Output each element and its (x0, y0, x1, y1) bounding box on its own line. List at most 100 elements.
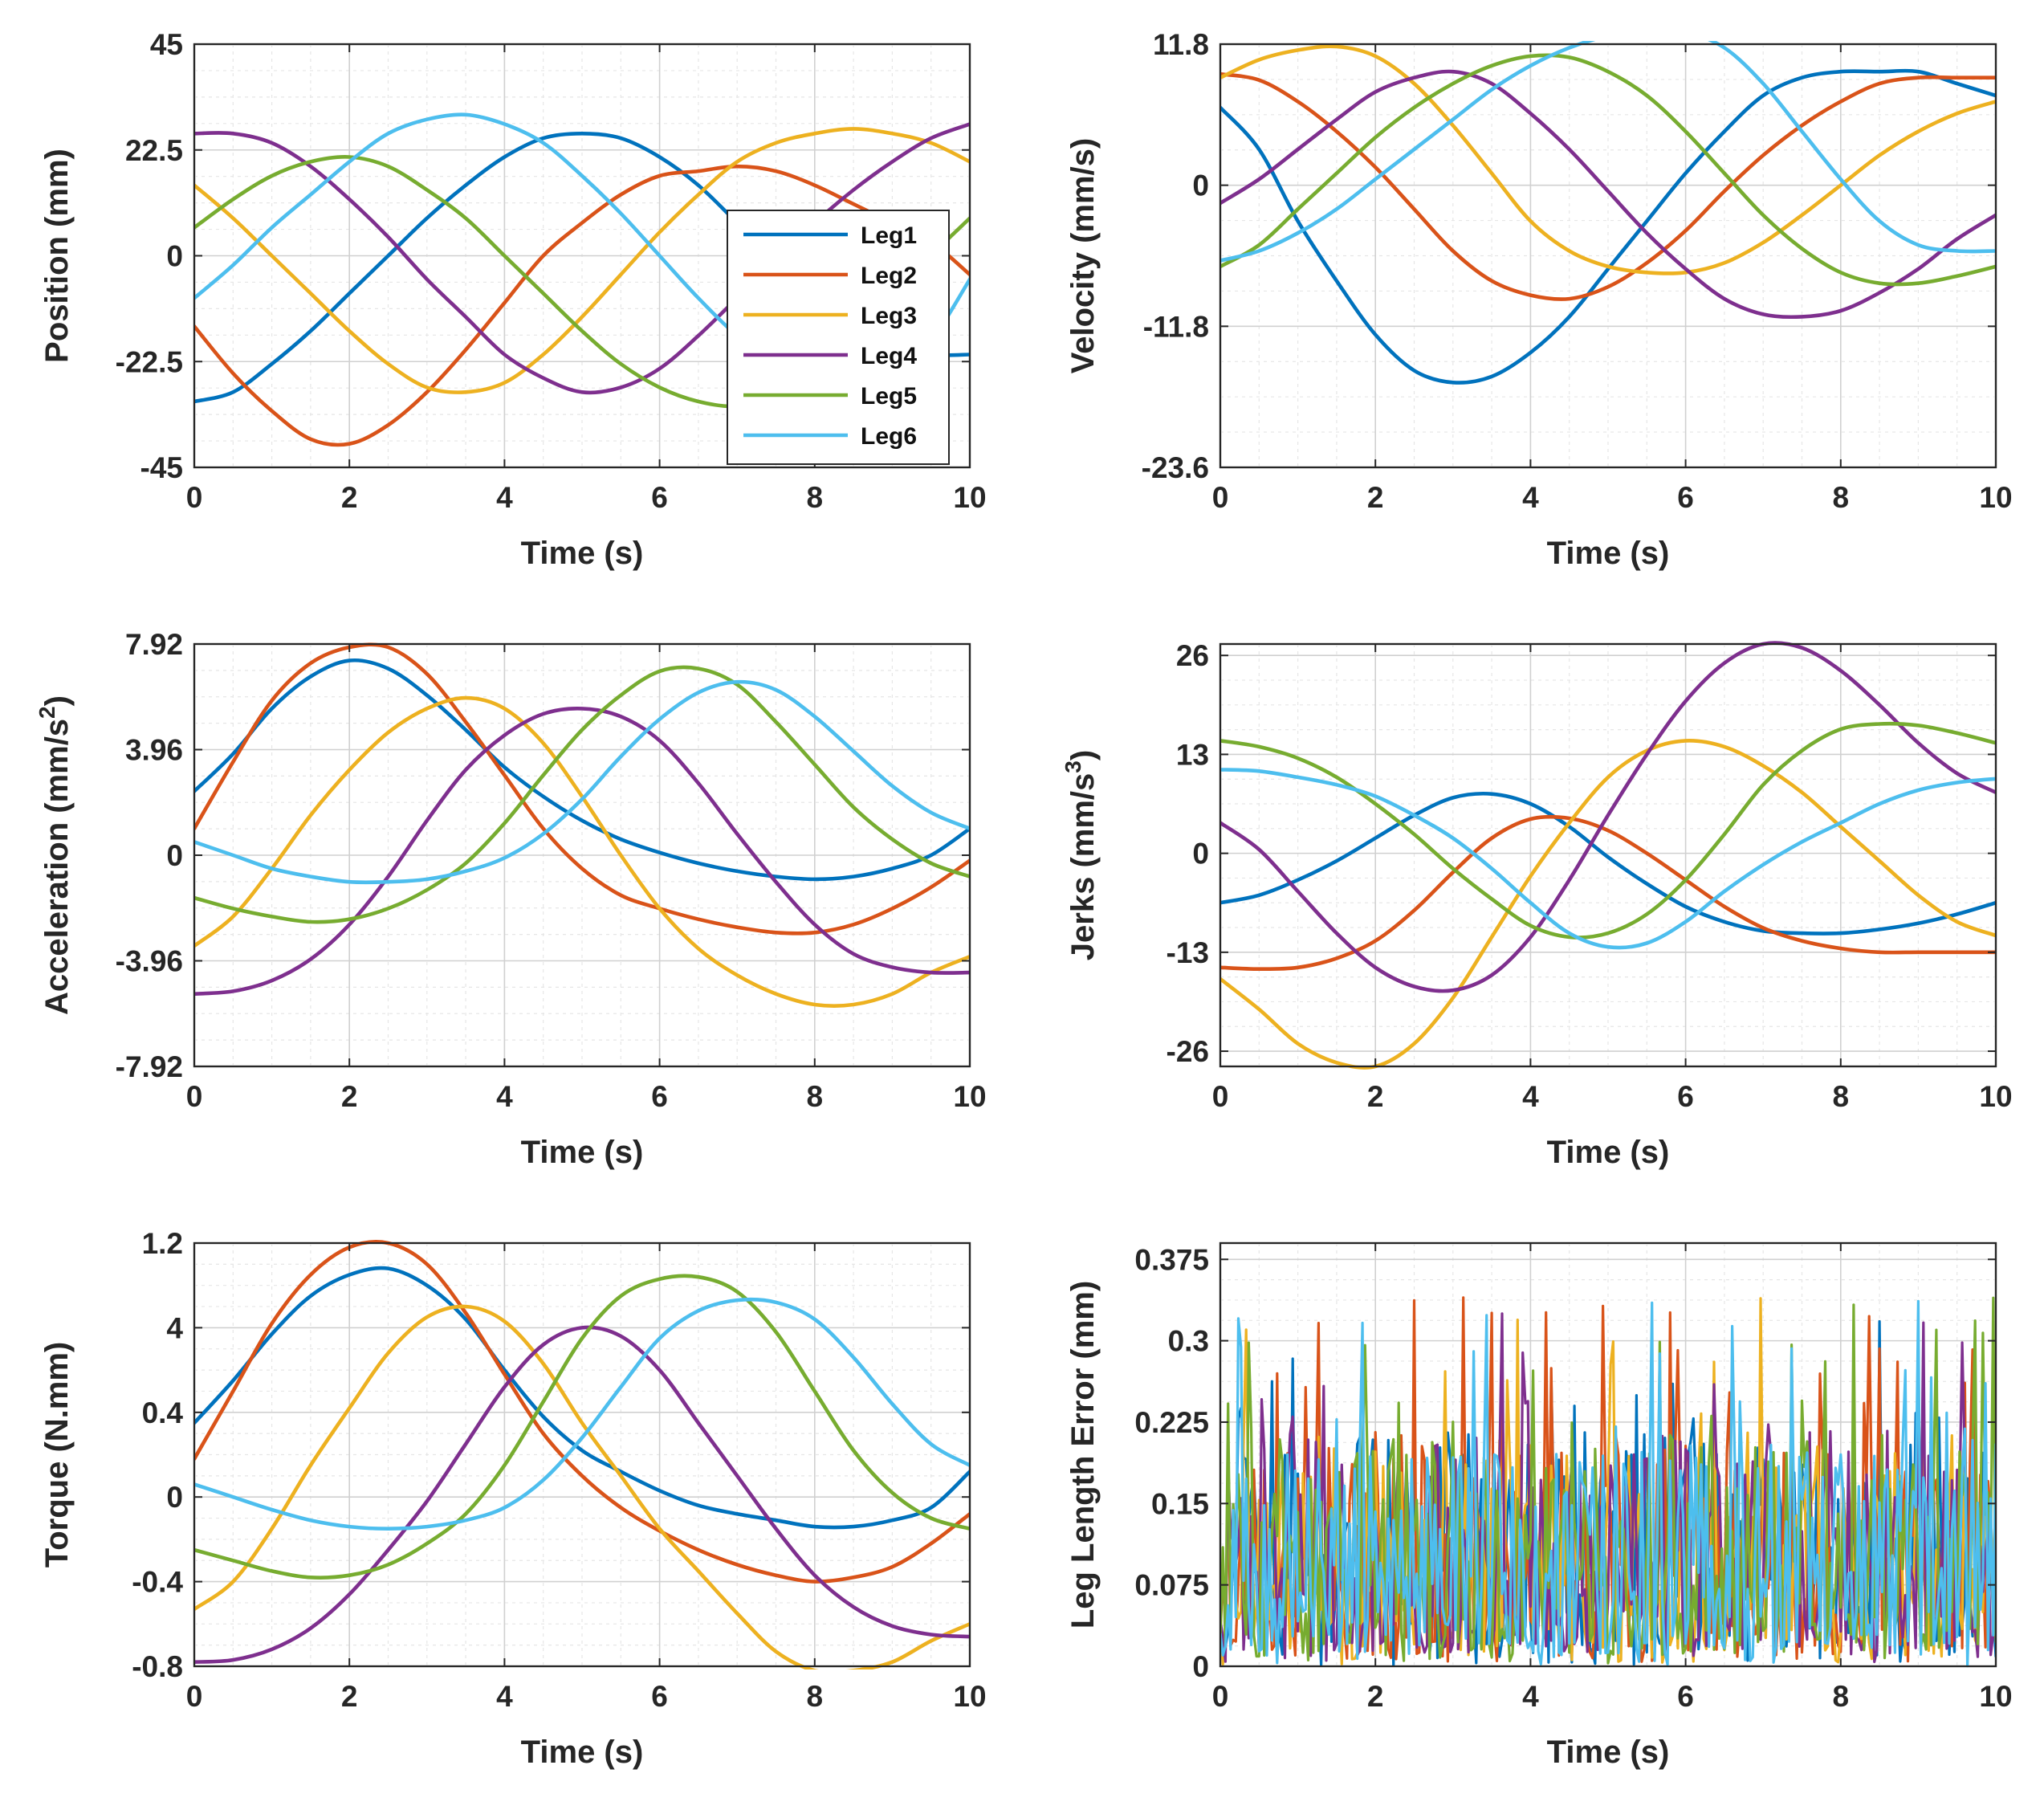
series-leg5 (1220, 53, 1996, 287)
velocity-axes-frame (1219, 43, 1997, 469)
y-tick-label: -45 (140, 451, 183, 484)
y-tick-label: -7.92 (116, 1050, 183, 1083)
series-leg5 (194, 1274, 970, 1580)
y-tick-label: 13 (1176, 738, 1209, 771)
x-tick-label: 0 (1212, 481, 1229, 514)
torque-series-group (194, 1240, 970, 1669)
acceleration-chart: 0 2 4 6 8 10 -7.92 -3.96 0 3.96 7.92 Time (s) Accele… (35, 628, 987, 1170)
x-tick-label: 10 (953, 1080, 986, 1113)
y-tick-label: 0.3 (1168, 1325, 1209, 1358)
y-tick-label: -0.4 (132, 1566, 183, 1599)
y-tick-label: 0.4 (142, 1396, 184, 1429)
x-tick-label: 8 (1833, 481, 1850, 514)
jerks-axes-frame (1219, 642, 1997, 1068)
y-tick-label: 3.96 (125, 734, 183, 767)
y-tick-label: -22.5 (116, 345, 183, 378)
x-tick-label: 4 (496, 1680, 513, 1713)
x-tick-label: 4 (496, 1080, 513, 1113)
x-axis-label: Time (s) (1547, 1135, 1670, 1170)
x-tick-label: 2 (341, 481, 358, 514)
y-tick-label: 4 (166, 1311, 183, 1344)
velocity-chart: 0 2 4 6 8 10 -23.6 -11.8 0 11.8 Time (s) Velocity (… (1065, 28, 2013, 571)
y-axis-label: Position (mm) (39, 149, 75, 363)
x-tick-label: 8 (1833, 1680, 1850, 1713)
y-tick-label: 0.225 (1134, 1406, 1209, 1439)
x-axis-label: Time (s) (1547, 536, 1670, 571)
y-tick-label: 26 (1176, 639, 1209, 672)
y-tick-label: 45 (150, 28, 183, 61)
y-tick-label: -3.96 (116, 945, 183, 978)
leg_length_error-series-group (1220, 1296, 1996, 1668)
legend-label-leg2: Leg2 (861, 263, 917, 289)
x-tick-label: 0 (186, 481, 203, 514)
x-tick-label: 4 (1522, 1680, 1539, 1713)
y-tick-label: -11.8 (1143, 310, 1209, 343)
series-leg4 (1220, 69, 1996, 320)
torque-chart: 0 2 4 6 8 10 -0.8 -0.4 0 0.4 4 1.2 Time (s) Torque (N… (39, 1227, 987, 1770)
x-tick-label: 4 (496, 481, 513, 514)
x-tick-label: 0 (1212, 1080, 1229, 1113)
x-tick-label: 6 (1677, 1080, 1694, 1113)
series-leg2 (1220, 71, 1996, 301)
leg_length_error-axes-frame (1219, 1241, 1997, 1668)
x-tick-label: 10 (953, 1680, 986, 1713)
series-leg6 (1220, 41, 1996, 263)
leg_length_error-chart: 0 2 4 6 8 10 0 0.075 0.15 0.225 0.3 0.375 Time (s) Le… (1065, 1241, 2013, 1770)
series-leg3 (1220, 44, 1996, 275)
series-leg6 (1220, 768, 1996, 950)
x-tick-label: 6 (1677, 481, 1694, 514)
x-tick-label: 8 (1833, 1080, 1850, 1113)
torque-axes-frame (193, 1241, 971, 1668)
y-tick-label: 22.5 (125, 134, 183, 167)
series-leg6 (194, 1297, 970, 1531)
legend-box (727, 210, 950, 465)
y-tick-label: -23.6 (1142, 451, 1209, 484)
x-axis-label: Time (s) (521, 1735, 644, 1770)
y-tick-label: 0 (1192, 838, 1209, 870)
jerks-chart: 0 2 4 6 8 10 -26 -13 0 13 26 Time (s) Jerks (mm/s3) (1061, 639, 2013, 1170)
y-tick-label: -26 (1167, 1035, 1209, 1068)
x-tick-label: 2 (1367, 1680, 1384, 1713)
y-tick-label: -13 (1167, 936, 1209, 969)
series-leg1 (194, 1266, 970, 1530)
y-tick-label: 0 (166, 839, 183, 872)
y-tick-label: 0.15 (1151, 1487, 1209, 1520)
x-tick-label: 10 (1979, 481, 2012, 514)
jerks-series-group (1220, 641, 1996, 1070)
x-tick-label: 6 (651, 1080, 668, 1113)
series-leg3 (194, 127, 970, 394)
x-tick-label: 2 (1367, 1080, 1384, 1113)
series-leg2 (1220, 814, 1996, 972)
x-axis-label: Time (s) (521, 536, 644, 571)
y-tick-label: 0 (1192, 169, 1209, 202)
x-tick-label: 6 (651, 1680, 668, 1713)
series-leg3 (194, 1304, 970, 1669)
legend-label-leg4: Leg4 (861, 343, 917, 369)
legend-label-leg1: Leg1 (861, 222, 917, 249)
x-tick-label: 2 (341, 1680, 358, 1713)
y-tick-label: 0 (166, 1481, 183, 1514)
series-leg1 (1220, 68, 1996, 385)
series-leg2 (194, 164, 970, 447)
series-leg6 (1220, 1299, 1996, 1668)
x-tick-label: 8 (807, 1080, 824, 1113)
series-leg4 (1220, 641, 1996, 993)
series-leg4 (194, 1325, 970, 1664)
y-axis-label: Torque (N.mm) (39, 1342, 75, 1568)
legend-label-leg5: Leg5 (861, 383, 917, 410)
x-tick-label: 0 (186, 1680, 203, 1713)
y-axis-label: Jerks (mm/s3) (1061, 750, 1101, 960)
x-axis-label: Time (s) (1547, 1735, 1670, 1770)
y-tick-label: 0.375 (1134, 1243, 1209, 1276)
x-tick-label: 10 (1979, 1080, 2012, 1113)
series-leg6 (194, 679, 970, 885)
series-leg2 (194, 642, 970, 936)
y-axis-label: Leg Length Error (mm) (1065, 1281, 1101, 1629)
series-leg2 (194, 1240, 970, 1584)
position-chart: 0 2 4 6 8 10 -45 -22.5 0 22.5 45 Time (s) Position (… (39, 28, 987, 571)
x-tick-label: 2 (341, 1080, 358, 1113)
x-tick-label: 8 (807, 1680, 824, 1713)
series-leg1 (194, 658, 970, 882)
series-leg5 (194, 665, 970, 924)
